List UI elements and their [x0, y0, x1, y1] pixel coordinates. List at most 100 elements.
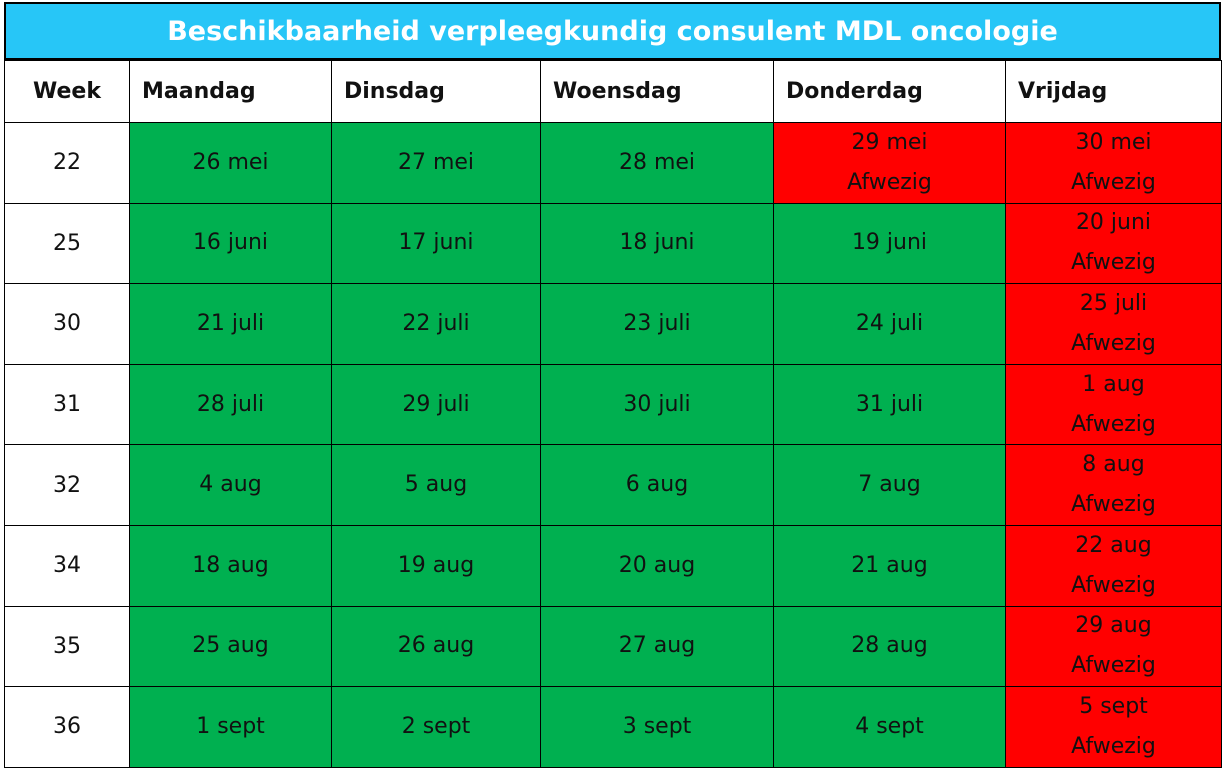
day-cell: 1 aug Afwezig — [1005, 363, 1222, 446]
date: 4 sept — [855, 713, 924, 739]
date: 26 mei — [192, 149, 269, 175]
status: Afwezig — [1071, 653, 1156, 679]
day-cell: 24 juli — [773, 283, 1006, 365]
week-cell: 25 — [4, 202, 130, 285]
date: 22 aug — [1075, 532, 1152, 558]
date: 19 aug — [397, 552, 475, 578]
day-cell: 17 juni — [331, 202, 541, 285]
day-cell: 22 aug Afwezig — [1005, 525, 1222, 607]
date: 7 aug — [858, 472, 921, 498]
day-cell: 27 aug — [540, 605, 774, 688]
day-cell: 28 mei — [540, 122, 774, 204]
day-cell: 29 mei Afwezig — [773, 122, 1006, 204]
day-cell: 21 aug — [773, 525, 1006, 607]
header-cell: Dinsdag — [331, 60, 541, 123]
day-cell: 20 aug — [540, 525, 774, 607]
date: 17 juni — [398, 230, 474, 256]
status: Afwezig — [847, 169, 932, 195]
table-title: Beschikbaarheid verpleegkundig consulent… — [4, 2, 1221, 60]
date: 22 juli — [402, 310, 470, 336]
week-cell: 31 — [4, 363, 130, 446]
date: 25 aug — [192, 633, 269, 659]
day-cell: 16 juni — [129, 202, 332, 285]
status: Afwezig — [1071, 492, 1156, 518]
week-cell: 35 — [4, 605, 130, 688]
date: 3 sept — [622, 713, 692, 739]
date: 28 juli — [196, 391, 265, 417]
header-cell: Donderdag — [773, 60, 1006, 123]
week-cell: 34 — [4, 525, 130, 607]
date: 21 aug — [851, 552, 928, 578]
day-cell: 30 juli — [540, 363, 774, 446]
date: 27 mei — [397, 149, 475, 175]
date: 26 aug — [397, 633, 475, 659]
status: Afwezig — [1071, 411, 1156, 437]
date: 30 juli — [623, 391, 691, 417]
date: 29 mei — [851, 129, 928, 155]
day-cell: 18 juni — [540, 202, 774, 285]
date: 29 juli — [402, 391, 470, 417]
status: Afwezig — [1071, 250, 1156, 276]
date: 5 sept — [1079, 693, 1148, 719]
week-cell: 30 — [4, 283, 130, 365]
day-cell: 19 aug — [331, 525, 541, 607]
week-cell: 32 — [4, 444, 130, 526]
day-cell: 1 sept — [129, 686, 332, 768]
date: 29 aug — [1075, 613, 1152, 639]
day-cell: 30 mei Afwezig — [1005, 122, 1222, 204]
header-cell: Vrijdag — [1005, 60, 1222, 123]
day-cell: 27 mei — [331, 122, 541, 204]
date: 16 juni — [192, 230, 269, 256]
day-cell: 19 juni — [773, 202, 1006, 285]
week-cell: 36 — [4, 686, 130, 768]
date: 21 juli — [196, 310, 265, 336]
date: 2 sept — [401, 713, 471, 739]
day-cell: 31 juli — [773, 363, 1006, 446]
day-cell: 8 aug Afwezig — [1005, 444, 1222, 526]
day-cell: 23 juli — [540, 283, 774, 365]
day-cell: 5 aug — [331, 444, 541, 526]
day-cell: 28 aug — [773, 605, 1006, 688]
day-cell: 26 mei — [129, 122, 332, 204]
date: 30 mei — [1075, 129, 1152, 155]
day-cell: 29 aug Afwezig — [1005, 605, 1222, 688]
date: 28 aug — [851, 633, 928, 659]
day-cell: 6 aug — [540, 444, 774, 526]
date: 19 juni — [851, 230, 928, 256]
date: 25 juli — [1079, 290, 1148, 316]
day-cell: 25 juli Afwezig — [1005, 283, 1222, 365]
day-cell: 7 aug — [773, 444, 1006, 526]
date: 27 aug — [618, 633, 696, 659]
day-cell: 20 juni Afwezig — [1005, 202, 1222, 285]
date: 18 juni — [619, 230, 695, 256]
date: 1 aug — [1082, 371, 1145, 397]
status: Afwezig — [1071, 330, 1156, 356]
day-cell: 21 juli — [129, 283, 332, 365]
day-cell: 25 aug — [129, 605, 332, 688]
date: 20 aug — [618, 552, 696, 578]
date: 23 juli — [623, 310, 691, 336]
status: Afwezig — [1071, 169, 1156, 195]
date: 24 juli — [855, 310, 924, 336]
day-cell: 2 sept — [331, 686, 541, 768]
date: 28 mei — [618, 149, 696, 175]
header-cell: Woensdag — [540, 60, 774, 123]
day-cell: 4 aug — [129, 444, 332, 526]
status: Afwezig — [1071, 572, 1156, 598]
date: 18 aug — [192, 552, 269, 578]
day-cell: 4 sept — [773, 686, 1006, 768]
week-cell: 22 — [4, 122, 130, 204]
date: 1 sept — [196, 713, 265, 739]
day-cell: 18 aug — [129, 525, 332, 607]
date: 31 juli — [855, 391, 924, 417]
date: 5 aug — [404, 472, 468, 498]
day-cell: 28 juli — [129, 363, 332, 446]
header-cell: Maandag — [129, 60, 332, 123]
day-cell: 29 juli — [331, 363, 541, 446]
date: 8 aug — [1082, 452, 1145, 478]
day-cell: 26 aug — [331, 605, 541, 688]
header-cell: Week — [4, 60, 130, 123]
date: 20 juni — [1075, 210, 1152, 236]
day-cell: 3 sept — [540, 686, 774, 768]
